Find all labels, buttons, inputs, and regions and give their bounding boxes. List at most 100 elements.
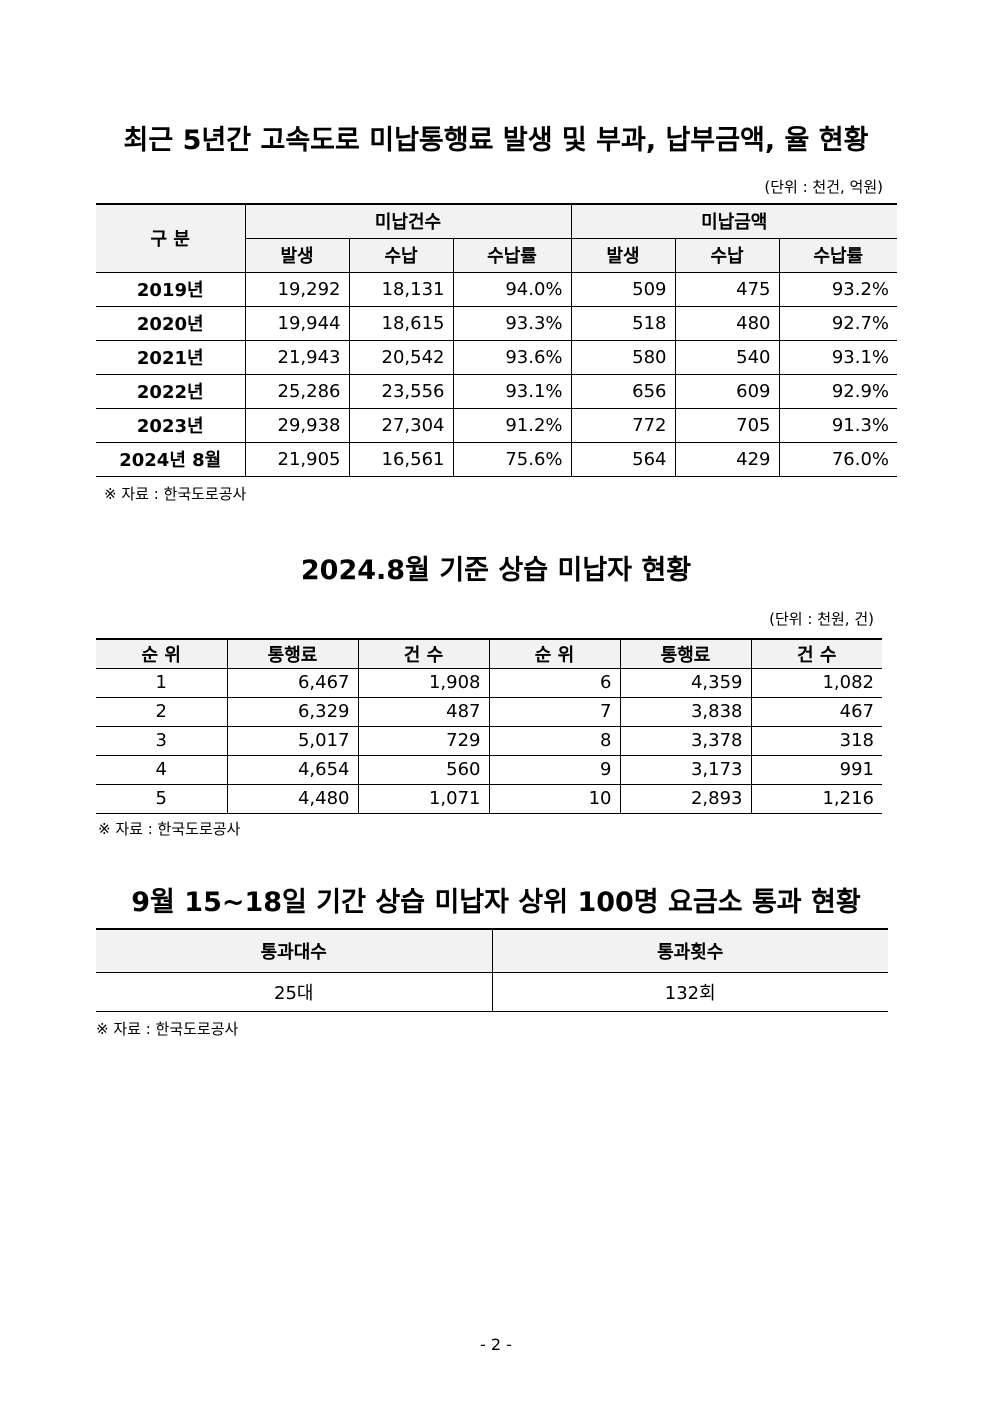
table-row: 2023년 29,938 27,304 91.2% 772 705 91.3%: [96, 407, 897, 443]
row-year: 2023년: [96, 407, 246, 443]
cell: 480: [674, 305, 780, 341]
cell: 560: [357, 754, 490, 785]
column-header: 순 위: [488, 638, 621, 669]
header-passes: 통과횟수: [491, 928, 888, 973]
rank-cell: 3: [96, 725, 228, 756]
table-row: 5 4,480 1,071 10 2,893 1,216: [96, 783, 882, 814]
cell: 92.7%: [778, 305, 897, 341]
cell: 772: [570, 407, 676, 443]
rank-cell: 8: [488, 725, 621, 756]
cell: 6,329: [226, 696, 359, 727]
table-row: 2 6,329 487 7 3,838 467: [96, 696, 882, 727]
table-row: 1 6,467 1,908 6 4,359 1,082: [96, 667, 882, 698]
cell: 75.6%: [452, 441, 572, 477]
cell: 3,173: [619, 754, 752, 785]
table-row: 2024년 8월 21,905 16,561 75.6% 564 429 76.0%: [96, 441, 897, 477]
cell: 29,938: [244, 407, 350, 443]
rank-cell: 6: [488, 667, 621, 698]
cell: 93.1%: [778, 339, 897, 375]
rank-cell: 10: [488, 783, 621, 814]
table-row: 2021년 21,943 20,542 93.6% 580 540 93.1%: [96, 339, 897, 375]
table-row: 2022년 25,286 23,556 93.1% 656 609 92.9%: [96, 373, 897, 409]
rank-cell: 4: [96, 754, 228, 785]
cell: 21,943: [244, 339, 350, 375]
cell: 4,359: [619, 667, 752, 698]
rank-cell: 5: [96, 783, 228, 814]
cell: 23,556: [348, 373, 454, 409]
cell: 318: [750, 725, 882, 756]
cell: 19,944: [244, 305, 350, 341]
cell: 487: [357, 696, 490, 727]
cell: 656: [570, 373, 676, 409]
table-row: 2020년 19,944 18,615 93.3% 518 480 92.7%: [96, 305, 897, 341]
column-header: 통행료: [619, 638, 752, 669]
cell: 21,905: [244, 441, 350, 477]
cell: 25,286: [244, 373, 350, 409]
cell: 76.0%: [778, 441, 897, 477]
rank-cell: 7: [488, 696, 621, 727]
table-row: 2019년 19,292 18,131 94.0% 509 475 93.2%: [96, 271, 897, 307]
row-year: 2021년: [96, 339, 246, 375]
cell: 91.2%: [452, 407, 572, 443]
cell: 94.0%: [452, 271, 572, 307]
cell: 93.2%: [778, 271, 897, 307]
table2-unit: (단위 : 천원, 건): [769, 610, 874, 628]
passes-value: 132회: [491, 971, 888, 1012]
row-year: 2019년: [96, 271, 246, 307]
table1-unit: (단위 : 천건, 억원): [764, 178, 883, 196]
header-category: 구 분: [96, 203, 246, 273]
cell: 705: [674, 407, 780, 443]
cell: 5,017: [226, 725, 359, 756]
page-number: - 2 -: [480, 1335, 512, 1354]
header-count: 미납건수: [244, 203, 572, 239]
cell: 19,292: [244, 271, 350, 307]
rank-cell: 2: [96, 696, 228, 727]
column-header: 건 수: [750, 638, 882, 669]
cell: 1,071: [357, 783, 490, 814]
cell: 729: [357, 725, 490, 756]
subheader: 수납률: [778, 237, 897, 273]
header-vehicles: 통과대수: [96, 928, 493, 973]
table2-title: 2024.8월 기준 상습 미납자 현황: [300, 555, 692, 586]
cell: 467: [750, 696, 882, 727]
table3-source: ※ 자료 : 한국도로공사: [96, 1020, 239, 1038]
cell: 3,378: [619, 725, 752, 756]
cell: 16,561: [348, 441, 454, 477]
cell: 93.6%: [452, 339, 572, 375]
subheader: 발생: [570, 237, 676, 273]
subheader: 수납률: [452, 237, 572, 273]
cell: 509: [570, 271, 676, 307]
table-row: 3 5,017 729 8 3,378 318: [96, 725, 882, 756]
cell: 27,304: [348, 407, 454, 443]
cell: 429: [674, 441, 780, 477]
cell: 6,467: [226, 667, 359, 698]
row-year: 2022년: [96, 373, 246, 409]
cell: 20,542: [348, 339, 454, 375]
cell: 540: [674, 339, 780, 375]
table-row: 4 4,654 560 9 3,173 991: [96, 754, 882, 785]
table2-source: ※ 자료 : 한국도로공사: [98, 820, 241, 838]
cell: 1,908: [357, 667, 490, 698]
column-header: 건 수: [357, 638, 490, 669]
cell: 18,131: [348, 271, 454, 307]
cell: 93.1%: [452, 373, 572, 409]
row-year: 2024년 8월: [96, 441, 246, 477]
cell: 1,216: [750, 783, 882, 814]
rank-cell: 9: [488, 754, 621, 785]
cell: 518: [570, 305, 676, 341]
cell: 609: [674, 373, 780, 409]
cell: 93.3%: [452, 305, 572, 341]
subheader: 발생: [245, 237, 350, 273]
cell: 2,893: [619, 783, 752, 814]
cell: 91.3%: [778, 407, 897, 443]
cell: 991: [750, 754, 882, 785]
vehicles-value: 25대: [96, 971, 493, 1012]
cell: 4,480: [226, 783, 359, 814]
cell: 18,615: [348, 305, 454, 341]
cell: 4,654: [226, 754, 359, 785]
tollgate-pass-table: 통과대수 통과횟수 25대 132회: [96, 928, 888, 1012]
unpaid-toll-table: 구 분 미납건수 미납금액 발생 수납 수납률 발생 수납 수납률 2019년 19,292 18…: [96, 203, 897, 477]
table1-source: ※ 자료 : 한국도로공사: [104, 485, 247, 503]
